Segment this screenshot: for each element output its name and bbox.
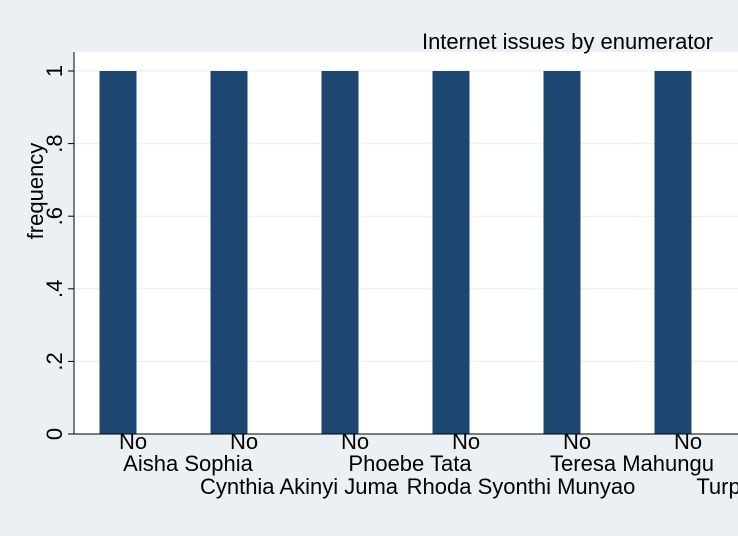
y-tick-label: .2	[42, 352, 67, 370]
bar-category-label: No	[119, 429, 147, 454]
bar	[321, 71, 359, 434]
bar	[432, 71, 470, 434]
bar-category-label: No	[563, 429, 591, 454]
y-tick-label: 1	[42, 65, 67, 77]
bar	[210, 71, 248, 434]
enumerator-label: Aisha Sophia	[123, 451, 253, 476]
bar-category-label: No	[674, 429, 702, 454]
bar	[99, 71, 137, 434]
bar	[543, 71, 581, 434]
y-tick-label: .8	[42, 134, 67, 152]
bar-category-label: No	[452, 429, 480, 454]
bar	[654, 71, 692, 434]
enumerator-label: Phoebe Tata	[348, 451, 472, 476]
enumerator-label: Teresa Mahungu	[550, 451, 714, 476]
enumerator-label: Turphena	[696, 474, 738, 499]
y-tick-label: .4	[42, 280, 67, 298]
y-tick-label: .6	[42, 207, 67, 225]
bar-category-label: No	[230, 429, 258, 454]
y-tick-label: 0	[42, 428, 67, 440]
y-axis-title: frequency	[23, 143, 48, 240]
enumerator-label: Cynthia Akinyi Juma	[200, 474, 399, 499]
y-ticks: 0 .2 .4 .6 .8 1	[42, 65, 74, 440]
bar-category-label: No	[341, 429, 369, 454]
bars	[99, 71, 692, 434]
enumerator-label: Rhoda Syonthi Munyao	[407, 474, 636, 499]
chart-title: Internet issues by enumerator	[422, 29, 713, 54]
plot-area	[74, 52, 738, 434]
